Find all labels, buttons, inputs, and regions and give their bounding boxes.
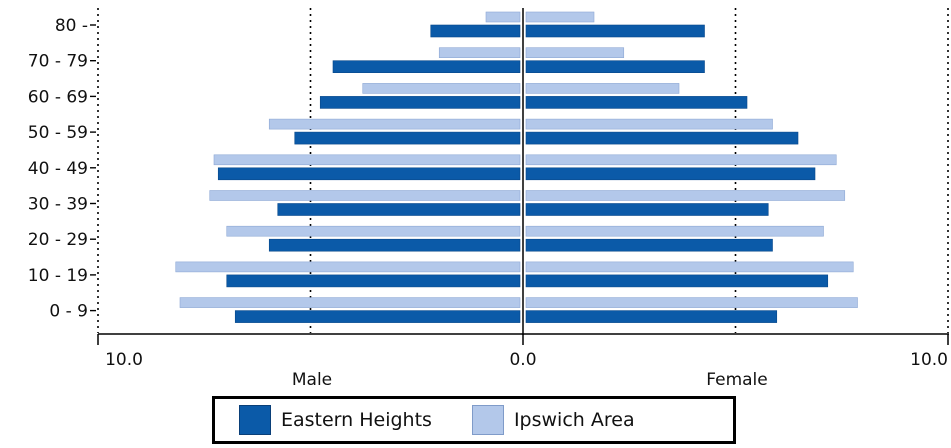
bar-ipswich-male xyxy=(226,225,521,237)
bar-ipswich-female xyxy=(525,118,773,130)
bar-eastern-heights-female xyxy=(525,167,816,181)
bar-eastern-heights-female xyxy=(525,131,799,145)
bar-eastern-heights-male xyxy=(268,238,521,252)
y-tick-label: 0 - 9 xyxy=(49,302,88,322)
y-axis-labels: 0 - 9 10 - 19 20 - 29 30 - 39 40 - 49 50 - 59… xyxy=(28,16,96,322)
y-tick-label: 80 - xyxy=(55,16,88,36)
bar-eastern-heights-male xyxy=(226,274,521,288)
bar-ipswich-male xyxy=(485,11,521,23)
bar-ipswich-female xyxy=(525,47,625,59)
bar-eastern-heights-female xyxy=(525,274,829,288)
bar-ipswich-female xyxy=(525,297,858,308)
bar-eastern-heights-female xyxy=(525,310,778,323)
bars-group xyxy=(175,11,858,323)
bar-eastern-heights-female xyxy=(525,96,748,109)
bar-eastern-heights-female xyxy=(525,24,705,38)
bar-eastern-heights-male xyxy=(430,24,521,38)
male-axis-label: Male xyxy=(292,370,332,390)
bar-ipswich-male xyxy=(179,297,521,308)
bar-ipswich-female xyxy=(525,11,595,23)
y-tick-label: 70 - 79 xyxy=(28,52,88,72)
y-tick-label: 60 - 69 xyxy=(28,87,88,107)
chart-legend: Eastern Heights Ipswich Area xyxy=(212,396,736,444)
bar-eastern-heights-male xyxy=(277,203,521,216)
bar-ipswich-female xyxy=(525,154,837,166)
bar-eastern-heights-female xyxy=(525,238,773,252)
legend-item-ipswich-area: Ipswich Area xyxy=(471,405,635,435)
bar-ipswich-male xyxy=(268,118,521,130)
legend-item-eastern-heights: Eastern Heights xyxy=(239,405,432,435)
legend-swatch-eastern-heights xyxy=(239,405,271,435)
bar-ipswich-male xyxy=(213,154,521,166)
legend-swatch-ipswich-area xyxy=(471,405,504,435)
bar-eastern-heights-female xyxy=(525,203,769,216)
bar-ipswich-female xyxy=(525,225,824,237)
y-tick-label: 40 - 49 xyxy=(28,159,88,179)
x-tick-label: 0.0 xyxy=(509,350,536,370)
y-tick-label: 20 - 29 xyxy=(28,230,88,250)
legend-label-eastern-heights: Eastern Heights xyxy=(281,409,432,431)
bar-eastern-heights-male xyxy=(234,310,521,323)
y-tick-label: 30 - 39 xyxy=(28,195,88,215)
bar-eastern-heights-male xyxy=(217,167,521,181)
x-axis-ticks: 10.0 0.0 10.0 xyxy=(97,334,949,370)
y-tick-label: 50 - 59 xyxy=(28,123,88,143)
bar-ipswich-male xyxy=(362,83,521,94)
bar-ipswich-male xyxy=(209,190,521,201)
x-tick-label: 10.0 xyxy=(910,350,948,370)
bar-ipswich-female xyxy=(525,83,680,94)
bar-eastern-heights-female xyxy=(525,60,705,74)
bar-ipswich-male xyxy=(438,47,521,59)
legend-label-ipswich-area: Ipswich Area xyxy=(513,409,635,431)
y-tick-label: 10 - 19 xyxy=(28,266,88,286)
x-tick-label: 10.0 xyxy=(105,350,143,370)
bar-eastern-heights-male xyxy=(332,60,521,74)
bar-ipswich-male xyxy=(175,261,521,273)
female-axis-label: Female xyxy=(706,370,767,390)
bar-ipswich-female xyxy=(525,261,854,273)
bar-eastern-heights-male xyxy=(319,96,521,109)
bar-eastern-heights-male xyxy=(294,131,521,145)
bar-ipswich-female xyxy=(525,190,846,201)
